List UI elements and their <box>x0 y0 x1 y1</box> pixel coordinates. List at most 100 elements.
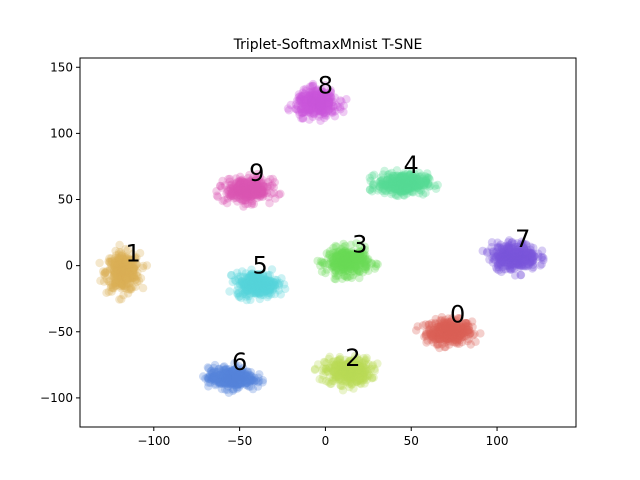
data-point <box>128 267 138 276</box>
data-point <box>115 268 125 277</box>
data-point <box>457 324 466 333</box>
data-point <box>437 325 446 334</box>
data-point <box>431 319 440 329</box>
data-point <box>458 320 468 329</box>
data-point <box>117 271 126 281</box>
data-point <box>342 364 351 373</box>
data-point <box>351 358 360 367</box>
data-point <box>109 284 118 293</box>
data-point <box>444 334 453 343</box>
data-point <box>339 107 348 117</box>
data-point <box>441 326 450 335</box>
data-point <box>437 323 446 333</box>
data-point <box>461 318 470 328</box>
data-point <box>360 356 370 365</box>
data-point <box>453 332 463 341</box>
data-point <box>115 256 124 266</box>
data-point <box>455 321 464 330</box>
data-point <box>116 263 126 272</box>
data-point <box>111 278 121 288</box>
data-point <box>121 244 130 254</box>
data-point <box>447 314 457 323</box>
data-point <box>225 287 234 296</box>
data-point <box>121 255 130 264</box>
data-point <box>102 288 111 297</box>
data-point <box>344 364 353 374</box>
data-point <box>343 371 353 380</box>
data-point <box>117 266 127 276</box>
data-point <box>341 355 350 365</box>
data-point <box>119 270 128 279</box>
data-point <box>339 366 348 376</box>
data-point <box>447 320 457 329</box>
data-point <box>345 373 355 382</box>
data-point <box>119 268 129 277</box>
data-point <box>465 330 474 339</box>
data-point <box>461 322 471 331</box>
data-point <box>330 112 340 121</box>
data-point <box>356 364 365 373</box>
data-point <box>118 265 127 274</box>
data-point <box>464 325 474 335</box>
data-point <box>442 330 451 340</box>
data-point <box>441 333 451 343</box>
data-point <box>115 261 125 270</box>
data-point <box>434 334 443 344</box>
data-point <box>454 331 463 340</box>
data-point <box>435 327 444 336</box>
data-point <box>435 331 444 340</box>
data-point <box>120 269 129 278</box>
data-point <box>99 270 109 279</box>
data-point <box>300 89 309 99</box>
data-point <box>361 355 371 364</box>
data-point <box>346 374 355 383</box>
data-point <box>455 328 464 338</box>
data-point <box>447 324 456 333</box>
data-point <box>119 272 128 281</box>
data-point <box>121 273 131 283</box>
data-point <box>117 263 127 272</box>
data-point <box>358 373 368 383</box>
data-point <box>438 321 447 331</box>
data-point <box>334 376 343 385</box>
data-point <box>95 258 104 268</box>
data-point <box>440 319 449 328</box>
data-point <box>340 367 349 376</box>
data-point <box>113 271 123 280</box>
data-point <box>247 200 256 209</box>
data-point <box>111 281 120 290</box>
data-point <box>354 376 363 385</box>
data-point <box>336 360 345 369</box>
data-point <box>114 260 124 269</box>
data-point <box>427 332 436 341</box>
data-point <box>321 367 330 376</box>
data-point <box>442 328 452 337</box>
data-point <box>344 368 353 377</box>
cluster-label-9: 9 <box>249 159 264 187</box>
data-point <box>450 329 460 338</box>
data-point <box>117 263 126 273</box>
data-point <box>111 262 120 272</box>
data-point <box>274 286 283 295</box>
data-point <box>442 330 452 339</box>
data-point <box>341 371 350 381</box>
data-point <box>450 332 459 342</box>
data-point <box>428 328 437 337</box>
data-point <box>449 321 458 330</box>
data-point <box>113 265 122 274</box>
data-point <box>322 359 331 368</box>
data-point <box>350 363 359 373</box>
data-point <box>335 370 345 379</box>
data-point <box>351 368 360 377</box>
data-point <box>117 266 127 275</box>
data-point <box>122 282 131 291</box>
data-point <box>115 257 125 267</box>
data-point <box>116 268 126 277</box>
data-point <box>446 334 455 343</box>
data-point <box>114 264 123 274</box>
data-point <box>338 368 347 377</box>
data-point <box>334 370 344 379</box>
data-point <box>331 373 341 382</box>
data-point <box>111 278 120 288</box>
data-point <box>122 263 131 272</box>
